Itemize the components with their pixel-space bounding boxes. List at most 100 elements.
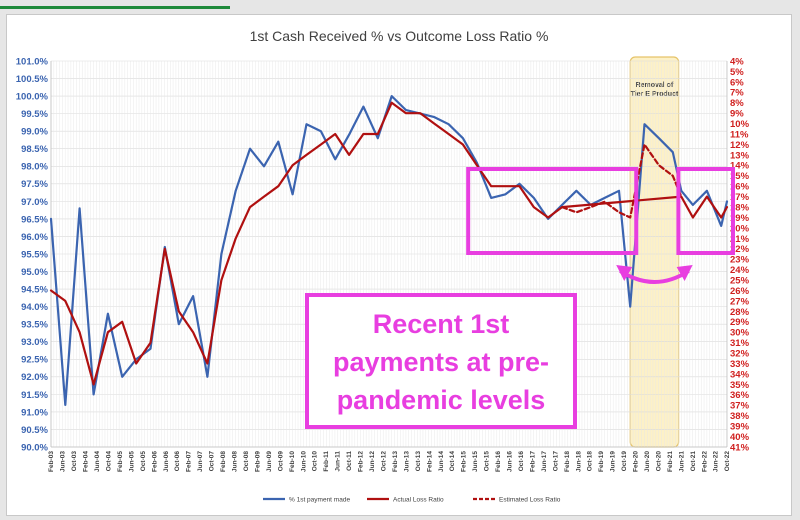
- right-axis-tick-label: 30%: [730, 328, 750, 339]
- x-axis-tick-label: Oct-11: [346, 451, 353, 471]
- right-axis-tick-label: 34%: [730, 369, 750, 380]
- right-axis-tick-label: 11%: [730, 129, 749, 140]
- left-axis-tick-label: 93.0%: [21, 337, 48, 348]
- x-axis-tick-label: Feb-08: [220, 451, 227, 472]
- right-axis-tick-label: 35%: [730, 380, 750, 391]
- x-axis-tick-label: Oct-15: [484, 451, 491, 472]
- right-axis-tick-label: 26%: [730, 286, 750, 297]
- right-axis-tick-label: 22%: [730, 244, 750, 255]
- x-axis-tick-label: Feb-12: [358, 451, 365, 472]
- left-axis-tick-label: 96.5%: [21, 214, 48, 225]
- x-axis-tick-label: Feb-13: [392, 451, 399, 472]
- right-axis-tick-label: 24%: [730, 265, 750, 276]
- left-axis-tick-label: 91.0%: [21, 407, 48, 418]
- left-axis-tick-label: 90.5%: [21, 425, 48, 436]
- x-axis-tick-label: Feb-22: [701, 451, 708, 472]
- right-axis-tick-label: 13%: [730, 150, 750, 161]
- right-axis-tick-label: 33%: [730, 359, 750, 370]
- right-axis-tick-label: 5%: [730, 67, 744, 78]
- callout-text-line: payments at pre-: [333, 347, 549, 377]
- x-axis-tick-label: Feb-17: [529, 451, 536, 472]
- double-arrow-head-left: [616, 265, 633, 281]
- x-axis-tick-label: Oct-04: [105, 451, 112, 472]
- shaded-region-label: Tier E Product: [631, 91, 679, 98]
- x-axis-tick-label: Oct-10: [312, 451, 319, 472]
- right-axis-tick-label: 23%: [730, 255, 750, 266]
- x-axis-tick-label: Feb-06: [151, 451, 158, 472]
- x-axis-tick-label: Oct-16: [518, 451, 525, 472]
- x-axis-tick-label: Jun-10: [300, 451, 307, 472]
- x-axis-tick-label: Oct-17: [552, 451, 559, 472]
- x-axis-tick-label: Feb-05: [117, 451, 124, 472]
- series-line-actual-loss-ratio: [49, 101, 729, 386]
- x-axis-tick-label: Jun-13: [403, 451, 410, 472]
- x-axis-tick-label: Feb-04: [83, 451, 90, 472]
- x-axis-tick-label: Jun-08: [232, 451, 239, 472]
- right-axis-tick-label: 37%: [730, 401, 750, 412]
- x-axis-tick-label: Oct-22: [724, 451, 731, 472]
- x-axis-tick-label: Jun-05: [128, 451, 135, 472]
- right-axis-tick-label: 7%: [730, 88, 744, 99]
- right-axis-tick-label: 8%: [730, 98, 744, 109]
- right-axis-tick-label: 29%: [730, 317, 750, 328]
- x-axis-tick-label: Jun-14: [438, 451, 445, 472]
- right-axis-tick-label: 18%: [730, 202, 750, 213]
- chart-title: 1st Cash Received % vs Outcome Loss Rati…: [250, 28, 549, 44]
- left-axis-tick-label: 97.5%: [21, 179, 48, 190]
- right-axis-tick-label: 32%: [730, 349, 750, 360]
- x-axis-tick-label: Feb-07: [186, 451, 193, 472]
- left-axis-tick-label: 95.5%: [21, 249, 48, 260]
- x-axis-tick-label: Feb-11: [323, 451, 330, 472]
- left-axis-tick-label: 91.5%: [21, 390, 48, 401]
- x-axis-tick-label: Oct-06: [174, 451, 181, 472]
- x-axis-tick-label: Feb-03: [48, 451, 55, 472]
- x-axis-tick-label: Oct-14: [449, 451, 456, 472]
- x-axis-tick-label: Oct-07: [209, 451, 216, 472]
- right-axis-tick-label: 38%: [730, 411, 750, 422]
- callout-text-line: pandemic levels: [337, 385, 546, 415]
- right-axis-tick-label: 28%: [730, 307, 750, 318]
- legend: % 1st payment made Actual Loss Ratio Estim…: [263, 497, 561, 504]
- x-axis-tick-label: Feb-15: [461, 451, 468, 472]
- double-arrow-head-right: [676, 265, 693, 281]
- series-group: [49, 95, 729, 406]
- left-axis-tick-label: 95.0%: [21, 267, 48, 278]
- right-axis-tick-label: 20%: [730, 223, 750, 234]
- left-axis-tick-label: 99.0%: [21, 127, 48, 138]
- x-axis-tick-label: Feb-18: [564, 451, 571, 472]
- legend-label: Estimated Loss Ratio: [499, 497, 561, 504]
- x-axis-tick-label: Feb-19: [598, 451, 605, 472]
- x-axis-tick-label: Oct-19: [621, 451, 628, 472]
- right-axis-tick-label: 9%: [730, 109, 744, 120]
- right-axis-tick-label: 19%: [730, 213, 750, 224]
- left-axis-tick-label: 100.0%: [16, 91, 49, 102]
- highlight-box: [676, 167, 736, 255]
- right-axis-tick-label: 21%: [730, 234, 750, 245]
- left-axis-tick-label: 92.0%: [21, 372, 48, 383]
- right-axis-tick-label: 14%: [730, 161, 750, 172]
- x-axis-tick-label: Jun-15: [472, 451, 479, 472]
- right-axis-tick-label: 15%: [730, 171, 750, 182]
- right-axis-tick-label: 41%: [730, 442, 750, 453]
- left-axis-tick-label: 100.5%: [16, 74, 49, 85]
- top-accent-rule: [0, 6, 230, 9]
- x-axis-tick-label: Feb-14: [426, 451, 433, 472]
- right-axis-tick-label: 16%: [730, 182, 750, 193]
- x-axis-tick-label: Jun-03: [60, 451, 67, 472]
- legend-label: % 1st payment made: [289, 497, 350, 504]
- x-axis-tick-label: Jun-19: [610, 451, 617, 472]
- callout-text-line: Recent 1st: [373, 309, 510, 339]
- left-axis-tick-label: 97.0%: [21, 197, 48, 208]
- right-axis-tick-label: 4%: [730, 56, 744, 67]
- x-axis-tick-label: Feb-16: [495, 451, 502, 472]
- right-axis-tick-label: 12%: [730, 140, 750, 151]
- shaded-region-label: Removal of: [636, 82, 674, 89]
- left-axis-tick-label: 92.5%: [21, 355, 48, 366]
- x-axis-tick-label: Feb-09: [254, 451, 261, 472]
- right-axis-tick-label: 6%: [730, 77, 744, 88]
- left-axis-tick-label: 93.5%: [21, 320, 48, 331]
- legend-label: Actual Loss Ratio: [393, 497, 444, 504]
- x-axis-tick-label: Oct-08: [243, 451, 250, 472]
- x-axis-tick-label: Feb-10: [289, 451, 296, 472]
- chart-panel: Removal of Tier E Product 101.0% 100.5% 100…: [6, 14, 792, 516]
